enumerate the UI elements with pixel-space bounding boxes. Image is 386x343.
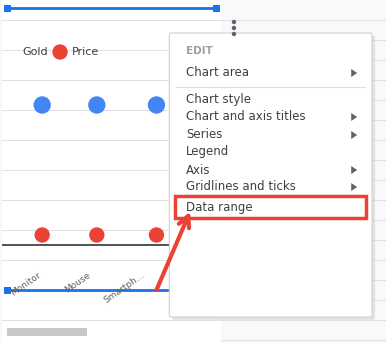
Bar xyxy=(4,286,11,294)
Text: Mouse: Mouse xyxy=(63,270,92,294)
FancyBboxPatch shape xyxy=(173,36,375,320)
Text: Data range: Data range xyxy=(186,201,253,213)
Bar xyxy=(213,4,220,12)
Text: Chart and axis titles: Chart and axis titles xyxy=(186,110,306,123)
Circle shape xyxy=(90,228,104,242)
Polygon shape xyxy=(351,131,357,139)
Text: Gold: Gold xyxy=(22,47,48,57)
Text: Series: Series xyxy=(186,129,223,142)
Polygon shape xyxy=(351,166,357,174)
Text: Axis: Axis xyxy=(186,164,211,177)
Text: Gridlines and ticks: Gridlines and ticks xyxy=(186,180,296,193)
Polygon shape xyxy=(351,183,357,191)
Bar xyxy=(221,0,386,343)
Text: Price: Price xyxy=(72,47,99,57)
Text: EDIT: EDIT xyxy=(186,46,213,56)
Bar xyxy=(4,4,11,12)
Bar xyxy=(175,196,366,218)
Circle shape xyxy=(149,228,163,242)
Text: Spe: Spe xyxy=(177,270,196,287)
FancyBboxPatch shape xyxy=(169,33,372,317)
Bar xyxy=(2,0,221,343)
Text: Legend: Legend xyxy=(186,145,230,158)
Circle shape xyxy=(149,97,164,113)
Circle shape xyxy=(53,45,67,59)
Bar xyxy=(7,328,87,336)
Circle shape xyxy=(35,228,49,242)
Circle shape xyxy=(232,33,235,35)
Circle shape xyxy=(232,21,235,24)
FancyArrowPatch shape xyxy=(156,216,189,290)
Circle shape xyxy=(34,97,50,113)
Text: Chart area: Chart area xyxy=(186,67,249,80)
Text: Chart style: Chart style xyxy=(186,94,251,106)
Polygon shape xyxy=(351,113,357,121)
Text: Monitor: Monitor xyxy=(9,270,42,297)
Circle shape xyxy=(89,97,105,113)
Polygon shape xyxy=(351,69,357,77)
Text: Smartph...: Smartph... xyxy=(102,270,147,305)
Circle shape xyxy=(232,26,235,29)
